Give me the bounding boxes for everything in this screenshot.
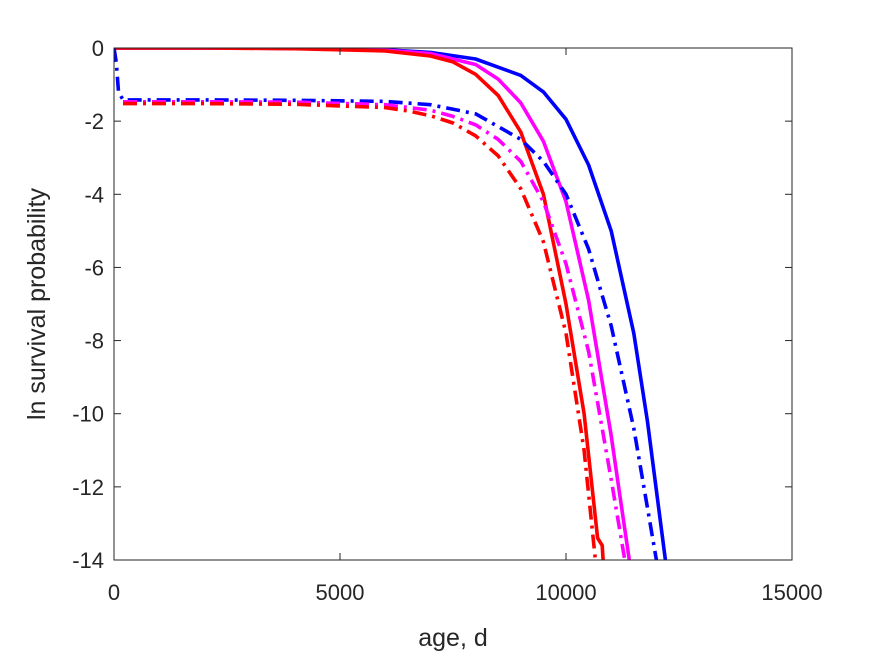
- series-line-2-solid: [114, 48, 632, 560]
- series-group: [114, 48, 668, 560]
- x-axis-label: age, d: [418, 624, 488, 652]
- axes: 0 5000 10000 15000 0 -2 -4 -6 -8 -10 -12 -14: [72, 36, 822, 605]
- series-line-4-dashdot: [114, 48, 659, 560]
- y-tick-label: -10: [72, 402, 104, 427]
- y-tick-label: -14: [72, 548, 104, 573]
- y-tick-label: 0: [92, 36, 104, 61]
- series-line-5-dashdot: [123, 100, 627, 560]
- x-tick-label: 15000: [761, 580, 822, 605]
- series-line-6-dashdot: [123, 101, 598, 560]
- plot-area: [114, 48, 668, 560]
- y-tick-label: -2: [84, 109, 104, 134]
- y-tick-label: -4: [84, 182, 104, 207]
- y-tick-label: -8: [84, 329, 104, 354]
- series-line-1-solid: [114, 48, 668, 560]
- x-tick-label: 5000: [316, 580, 365, 605]
- x-tick-label: 10000: [535, 580, 596, 605]
- y-tick-label: -12: [72, 475, 104, 500]
- x-tick-label: 0: [108, 580, 120, 605]
- axes-box: [113, 47, 793, 561]
- y-axis-label: ln survival probability: [23, 187, 51, 420]
- y-tick-label: -6: [84, 255, 104, 280]
- series-line-3-solid: [114, 48, 605, 560]
